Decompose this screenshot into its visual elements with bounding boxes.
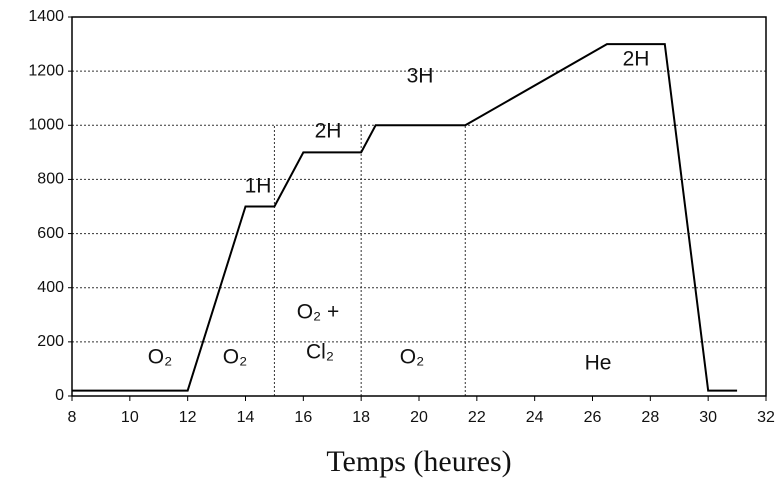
annotation: O₂ (400, 346, 425, 369)
x-tick-label: 30 (699, 409, 717, 426)
x-tick-label: 16 (294, 409, 312, 426)
x-tick-label: 8 (68, 409, 77, 426)
annotation: O₂ (148, 346, 173, 369)
data-line (72, 43, 738, 392)
x-axis-label: Temps (heures) (326, 445, 511, 478)
y-tick-label: 400 (37, 279, 64, 296)
x-tick-label: 24 (526, 409, 544, 426)
y-tick-label: 600 (37, 225, 64, 242)
annotation: He (585, 352, 612, 375)
x-tick-label: 32 (757, 409, 775, 426)
y-tick-label: 200 (37, 333, 64, 350)
y-tick-label: 800 (37, 171, 64, 188)
annotation: 1H (245, 175, 272, 198)
y-tick-label: 0 (55, 387, 64, 404)
x-tick-label: 18 (352, 409, 370, 426)
y-tick-label: 1000 (28, 117, 64, 134)
x-tick-label: 14 (237, 409, 255, 426)
annotation: 2H (623, 48, 650, 71)
x-tick-label: 12 (179, 409, 197, 426)
y-tick-label: 1400 (28, 8, 64, 25)
annotation: O₂ + (297, 301, 340, 324)
x-tick-label: 10 (121, 409, 139, 426)
x-tick-label: 26 (584, 409, 602, 426)
annotation: Cl₂ (306, 341, 334, 364)
x-tick-label: 28 (641, 409, 659, 426)
annotation: 3H (407, 65, 434, 88)
plot-frame (71, 16, 767, 397)
x-tick-label: 20 (410, 409, 428, 426)
annotation: 2H (315, 120, 342, 143)
y-tick-label: 1200 (28, 62, 64, 79)
x-tick-label: 22 (468, 409, 486, 426)
annotation: O₂ (223, 346, 248, 369)
